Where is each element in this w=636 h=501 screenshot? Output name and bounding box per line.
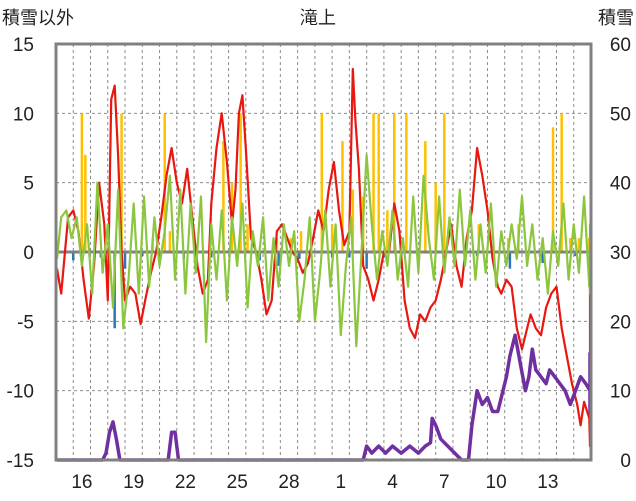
left-tick-label: 15 xyxy=(13,35,34,56)
left-tick-label: 5 xyxy=(23,174,34,195)
right-tick-label: 50 xyxy=(610,104,631,125)
x-tick-label: 4 xyxy=(387,472,398,493)
left-axis-ticks: 15 10 5 0 -5 -10 -15 xyxy=(7,35,34,472)
right-tick-label: 10 xyxy=(610,382,631,403)
x-tick-label: 1 xyxy=(335,472,346,493)
x-tick-label: 7 xyxy=(439,472,450,493)
left-tick-label: -15 xyxy=(7,451,34,472)
right-tick-label: 60 xyxy=(610,35,631,56)
left-tick-label: -5 xyxy=(17,312,34,333)
chart-title: 滝上 xyxy=(300,8,336,29)
x-axis-ticks: 16 19 22 25 28 1 4 7 10 13 xyxy=(71,472,558,493)
x-tick-label: 28 xyxy=(278,472,299,493)
right-tick-label: 0 xyxy=(620,451,631,472)
x-tick-label: 25 xyxy=(227,472,248,493)
series-snow-depth xyxy=(57,333,592,462)
series-wind-temp-diff xyxy=(55,153,592,348)
left-tick-label: 10 xyxy=(13,104,34,125)
right-axis-label: 積雪 xyxy=(598,8,634,29)
right-tick-label: 40 xyxy=(610,174,631,195)
plot-frame xyxy=(54,42,593,462)
x-tick-label: 13 xyxy=(537,472,558,493)
left-axis-label: 積雪以外 xyxy=(2,8,74,29)
x-tick-label: 16 xyxy=(71,472,92,493)
x-tick-label: 22 xyxy=(175,472,196,493)
left-tick-label: 0 xyxy=(23,243,34,264)
right-axis-ticks: 60 50 40 30 20 10 0 xyxy=(610,35,631,472)
right-tick-label: 30 xyxy=(610,243,631,264)
x-tick-label: 19 xyxy=(123,472,144,493)
right-tick-label: 20 xyxy=(610,312,631,333)
left-tick-label: -10 xyxy=(7,382,34,403)
x-tick-label: 10 xyxy=(486,472,507,493)
